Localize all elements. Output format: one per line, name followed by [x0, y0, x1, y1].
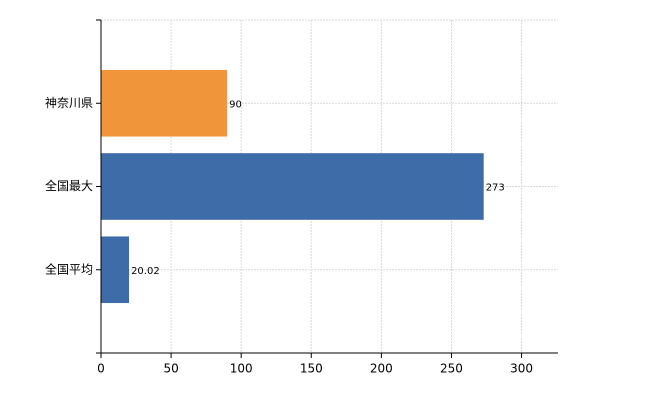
bar [101, 153, 484, 220]
y-tick-label: 神奈川県 [45, 96, 93, 110]
x-tick-label: 100 [230, 362, 253, 376]
x-tick-label: 250 [440, 362, 463, 376]
bar [101, 236, 130, 304]
x-tick-label: 200 [370, 362, 393, 376]
y-tick-label: 全国最大 [45, 178, 93, 193]
x-tick-label: 150 [300, 362, 323, 376]
y-tick-label: 全国平均 [45, 261, 93, 276]
x-tick-label: 50 [163, 362, 178, 376]
bar [101, 69, 228, 137]
x-tick-label: 300 [510, 362, 533, 376]
value-label: 90 [229, 99, 242, 110]
x-tick-label: 0 [97, 362, 105, 376]
value-label: 273 [486, 183, 505, 194]
value-label: 20.02 [131, 266, 160, 277]
